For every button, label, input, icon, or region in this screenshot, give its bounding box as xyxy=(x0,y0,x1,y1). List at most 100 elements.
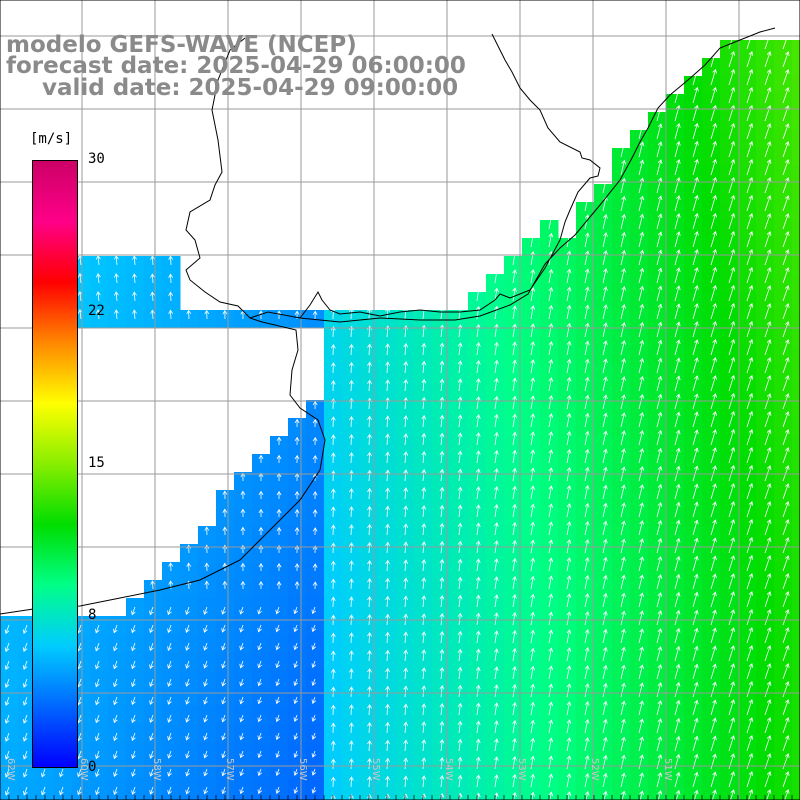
wind-speed-cell xyxy=(486,292,505,311)
wind-arrow-head xyxy=(548,647,554,653)
wind-speed-cell xyxy=(468,328,487,347)
wind-speed-cell xyxy=(720,166,739,185)
wind-speed-cell xyxy=(792,652,800,671)
wind-speed-cell xyxy=(522,760,541,779)
wind-arrow-head xyxy=(493,522,499,527)
wind-arrow xyxy=(782,411,789,428)
wind-arrow-head xyxy=(694,411,699,417)
wind-arrow xyxy=(168,732,172,741)
wind-arrow xyxy=(782,357,789,374)
wind-arrow-head xyxy=(530,413,536,419)
wind-arrow xyxy=(692,339,698,356)
wind-arrow xyxy=(186,714,190,723)
wind-arrow xyxy=(548,485,552,500)
wind-arrow-head xyxy=(748,627,754,632)
wind-arrow xyxy=(368,596,371,608)
wind-arrow-head xyxy=(367,668,372,673)
wind-speed-cell xyxy=(468,634,487,653)
wind-arrow xyxy=(746,429,753,446)
wind-arrow xyxy=(133,310,136,320)
wind-arrow-head xyxy=(222,526,228,531)
wind-arrow-head xyxy=(385,541,390,547)
wind-arrow-head xyxy=(621,736,626,742)
wind-arrow xyxy=(674,664,680,680)
wind-arrow-head xyxy=(584,520,590,526)
wind-arrow xyxy=(584,269,589,284)
wind-speed-cell xyxy=(450,400,469,419)
wind-arrow xyxy=(59,786,64,795)
wind-speed-cell xyxy=(450,490,469,509)
wind-arrow-head xyxy=(204,580,210,586)
wind-speed-cell xyxy=(576,472,595,491)
wind-arrow xyxy=(656,430,662,446)
wind-speed-cell xyxy=(288,580,307,599)
wind-arrow-head xyxy=(530,305,536,310)
wind-speed-cell xyxy=(558,382,577,401)
wind-arrow-head xyxy=(22,683,28,688)
wind-speed-cell xyxy=(792,94,800,113)
wind-arrow-head xyxy=(548,341,554,346)
wind-speed-cell xyxy=(576,724,595,743)
wind-arrow-head xyxy=(548,395,554,400)
wind-arrow-head xyxy=(694,429,699,435)
wind-arrow xyxy=(386,343,389,356)
longitude-label: 52W xyxy=(589,758,600,781)
wind-arrow xyxy=(746,195,753,212)
wind-speed-cell xyxy=(612,598,631,617)
wind-speed-cell xyxy=(738,724,757,743)
wind-arrow-head xyxy=(693,627,699,633)
wind-arrow-head xyxy=(675,195,681,200)
wind-speed-cell xyxy=(306,400,325,419)
colorbar-unit-label: [m/s] xyxy=(30,131,73,147)
wind-arrow-head xyxy=(439,450,445,456)
wind-speed-cell xyxy=(792,562,800,581)
wind-speed-cell xyxy=(450,598,469,617)
wind-arrow-head xyxy=(712,465,717,470)
wind-arrow-head xyxy=(457,324,463,329)
wind-arrow-head xyxy=(712,717,717,723)
wind-arrow-head xyxy=(494,269,499,275)
wind-speed-cell xyxy=(396,400,415,419)
wind-arrow xyxy=(422,433,425,446)
wind-speed-cell xyxy=(684,526,703,545)
wind-arrow-head xyxy=(639,159,645,165)
wind-arrow-head xyxy=(22,754,28,760)
wind-arrow-head xyxy=(493,702,499,707)
wind-arrow-head xyxy=(493,540,499,545)
wind-arrow-head xyxy=(385,487,390,493)
wind-arrow xyxy=(656,520,662,536)
wind-arrow-head xyxy=(257,681,262,687)
wind-arrow-head xyxy=(730,194,736,200)
wind-speed-cell xyxy=(522,274,541,293)
wind-arrow-head xyxy=(22,719,28,724)
wind-speed-cell xyxy=(738,184,757,203)
wind-speed-cell xyxy=(774,40,793,59)
wind-arrow xyxy=(368,506,371,518)
wind-speed-cell xyxy=(702,220,721,239)
wind-speed-cell xyxy=(468,292,487,311)
wind-arrow-head xyxy=(602,682,608,688)
wind-arrow-head xyxy=(639,303,645,309)
wind-arrow-head xyxy=(784,753,790,758)
wind-speed-cell xyxy=(540,256,559,275)
wind-speed-cell xyxy=(90,274,109,293)
wind-speed-cell xyxy=(738,220,757,239)
wind-speed-cell xyxy=(252,454,271,473)
wind-arrow-head xyxy=(403,342,409,348)
wind-arrow xyxy=(584,377,589,392)
wind-arrow-head xyxy=(712,302,717,308)
wind-speed-cell xyxy=(378,436,397,455)
wind-arrow xyxy=(710,375,716,392)
wind-arrow xyxy=(764,159,771,176)
wind-arrow-head xyxy=(675,339,681,345)
wind-arrow xyxy=(422,685,425,698)
wind-arrow-head xyxy=(475,540,481,545)
wind-arrow-head xyxy=(621,556,626,562)
wind-speed-cell xyxy=(792,76,800,95)
wind-speed-cell xyxy=(738,346,757,365)
wind-speed-cell xyxy=(792,346,800,365)
wind-speed-cell xyxy=(432,490,451,509)
wind-arrow xyxy=(746,69,753,86)
wind-arrow-head xyxy=(603,286,608,291)
